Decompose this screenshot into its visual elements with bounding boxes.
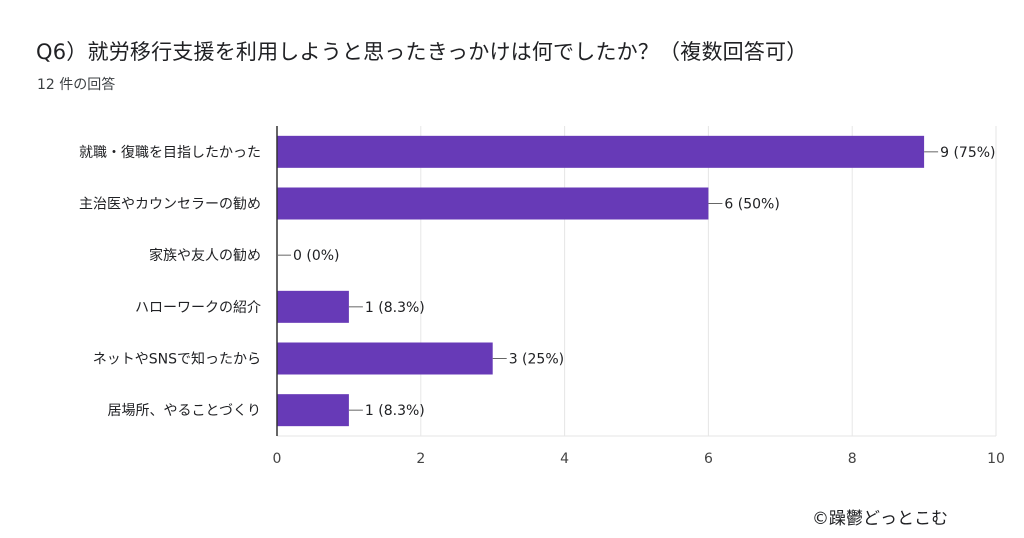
value-label: 3 (25%) (509, 352, 564, 368)
category-label: ネットやSNSで知ったから (93, 351, 261, 368)
value-label: 1 (8.3%) (365, 403, 425, 419)
bar (277, 342, 493, 375)
category-label: ハローワークの紹介 (135, 300, 261, 316)
x-tick-label: 6 (704, 451, 713, 467)
x-tick-label: 10 (987, 451, 1005, 467)
bar (277, 290, 349, 323)
copyright-text: ©躁鬱どっとこむ (812, 509, 948, 529)
category-label: 就職・復職を目指したかった (79, 144, 261, 161)
grid-lines (420, 126, 997, 436)
value-label: 0 (0%) (293, 248, 340, 264)
x-tick-label: 4 (560, 451, 569, 467)
bars (277, 135, 925, 427)
labels: 0 2 4 6 8 10 就職・復職を目指したかった 9 (75%) 主治医やカウンセラーの勧め… (79, 144, 1005, 467)
bar (277, 187, 709, 220)
value-label: 9 (75%) (940, 145, 995, 161)
value-label: 1 (8.3%) (365, 300, 425, 316)
bar (277, 394, 349, 427)
bar (277, 135, 925, 168)
axes (276, 126, 996, 437)
x-tick-label: 0 (273, 451, 282, 467)
category-label: 主治医やカウンセラーの勧め (79, 196, 261, 213)
category-label: 居場所、やることづくり (108, 403, 261, 419)
x-tick-label: 8 (848, 451, 857, 467)
chart-title: Q6）就労移行支援を利用しようと思ったきっかけは何でしたか？（複数回答可） (36, 40, 808, 64)
response-count: 12 件の回答 (37, 77, 116, 93)
x-tick-label: 2 (416, 451, 425, 467)
category-label: 家族や友人の勧め (149, 247, 261, 264)
value-label: 6 (50%) (724, 197, 779, 213)
